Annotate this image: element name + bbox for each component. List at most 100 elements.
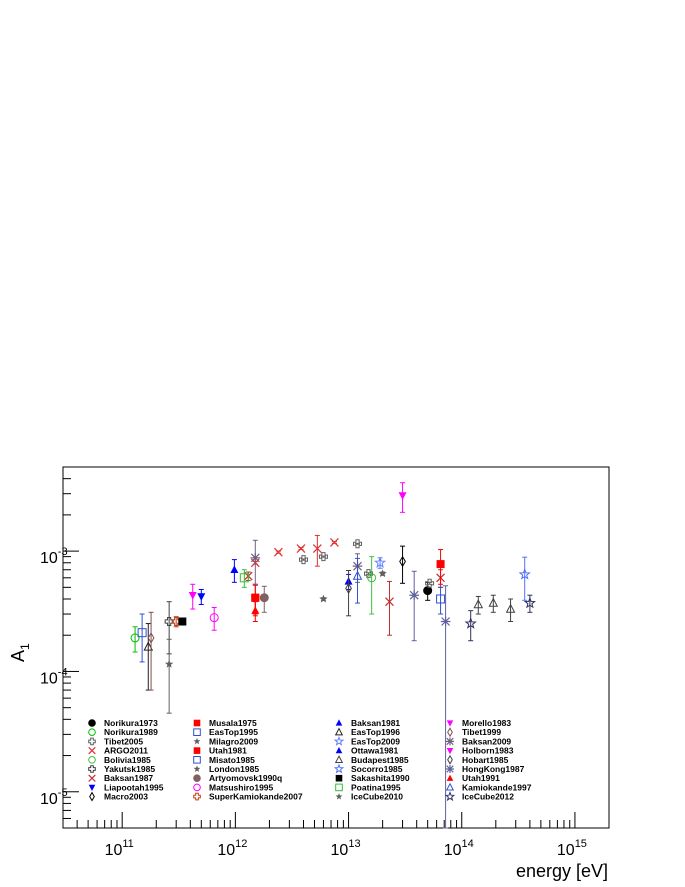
x-tick-base: 10 [105, 842, 123, 859]
x-tick-exponent: 14 [462, 838, 474, 850]
marker [378, 569, 387, 578]
y-tick-label: 10-3 [40, 546, 68, 567]
marker [425, 578, 435, 588]
marker [523, 596, 536, 609]
data-point [197, 588, 206, 606]
marker [409, 590, 419, 601]
data-points [130, 482, 536, 829]
x-tick-label: 1015 [557, 838, 587, 859]
marker [373, 556, 387, 568]
data-point [352, 557, 363, 604]
legend-label: Artyomovsk1990q [209, 773, 282, 783]
data-point [137, 613, 147, 663]
legend-label: Yakutsk1985 [104, 764, 155, 774]
data-point [523, 594, 536, 613]
legend-entry: Socorro1985 [333, 763, 403, 774]
series-SuperKamiokande2007 [171, 616, 181, 628]
y-tick-exponent: -5 [58, 787, 68, 799]
legend-entry: Tibet2005 [88, 736, 143, 746]
data-point [436, 549, 445, 585]
marker [333, 735, 345, 746]
legend-label: Milagro2009 [209, 736, 258, 746]
legend-entry: Milagro2009 [193, 736, 258, 746]
x-tick-base: 10 [217, 842, 235, 859]
marker [335, 719, 343, 726]
data-point [464, 610, 477, 642]
legend-label: Budapest1985 [351, 755, 409, 765]
data-point [299, 555, 309, 565]
data-point [353, 539, 363, 549]
legend-label: Norikura1989 [104, 727, 158, 737]
x-tick-label: 1013 [331, 838, 361, 859]
legend-entry: EasTop1996 [334, 727, 400, 737]
marker [335, 783, 343, 792]
legend-entry: Utah1981 [193, 746, 247, 756]
marker [444, 791, 456, 802]
legend-label: Socorro1985 [351, 764, 403, 774]
data-point [505, 598, 516, 623]
legend-label: Tibet1999 [462, 727, 501, 737]
data-point [518, 556, 531, 601]
legend-label: London1985 [209, 764, 259, 774]
data-point [440, 585, 451, 829]
legend-label: Kamiokande1997 [462, 782, 532, 792]
y-tick-label: 10-4 [40, 666, 68, 687]
marker [88, 784, 96, 792]
legend-entry: Sakashita1990 [335, 773, 410, 783]
x-tick-exponent: 12 [235, 838, 247, 850]
data-point [164, 638, 174, 714]
legend-label: Musala1975 [209, 718, 257, 728]
marker [319, 594, 328, 603]
marker [335, 746, 343, 754]
series-Macro2003 [399, 545, 406, 584]
marker [398, 492, 407, 500]
legend-label: Baksan1981 [351, 718, 400, 728]
data-point [319, 594, 328, 603]
legend-entry: Poatina1995 [335, 782, 401, 792]
data-point [273, 547, 283, 557]
legend-label: Norikura1973 [104, 718, 158, 728]
data-point [188, 583, 197, 610]
x-tick-base: 10 [331, 842, 349, 859]
data-point [329, 538, 339, 547]
marker [436, 594, 446, 604]
series-Poatina1995 [239, 569, 249, 588]
marker [178, 617, 187, 626]
data-point [178, 617, 187, 626]
data-point [378, 569, 387, 578]
legend-entry: Hobart1985 [447, 755, 509, 765]
data-point [130, 626, 140, 653]
marker [137, 628, 147, 638]
marker [329, 538, 339, 547]
marker [147, 632, 155, 644]
data-point [367, 556, 377, 615]
data-point [209, 606, 219, 631]
data-point [488, 594, 499, 613]
marker [335, 774, 343, 782]
plot-area-border [62, 466, 610, 829]
legend-entry: Norikura1973 [88, 718, 158, 728]
marker [188, 592, 197, 600]
marker [333, 763, 345, 774]
data-point [171, 616, 181, 628]
marker [130, 633, 140, 643]
series-Bolivia1985 [367, 556, 377, 615]
legend-label: Bolivia1985 [104, 755, 151, 765]
marker [251, 606, 260, 614]
y-tick-exponent: -3 [58, 546, 68, 558]
marker [273, 547, 283, 557]
marker [385, 597, 394, 607]
legend-label: SuperKamiokande2007 [209, 792, 303, 802]
x-tick-base: 10 [444, 842, 462, 859]
legend: Norikura1973Norikura1989Tibet2005ARGO201… [88, 718, 532, 802]
legend-entry: IceCube2012 [444, 791, 514, 802]
series-Kamiokande1997 [352, 557, 363, 604]
marker [88, 746, 96, 755]
legend-label: Liapootah1995 [104, 782, 164, 792]
data-point [312, 534, 322, 567]
marker [193, 719, 201, 727]
legend-entry: Bolivia1985 [88, 755, 151, 765]
marker [88, 719, 96, 727]
legend-label: Macro2003 [104, 792, 148, 802]
